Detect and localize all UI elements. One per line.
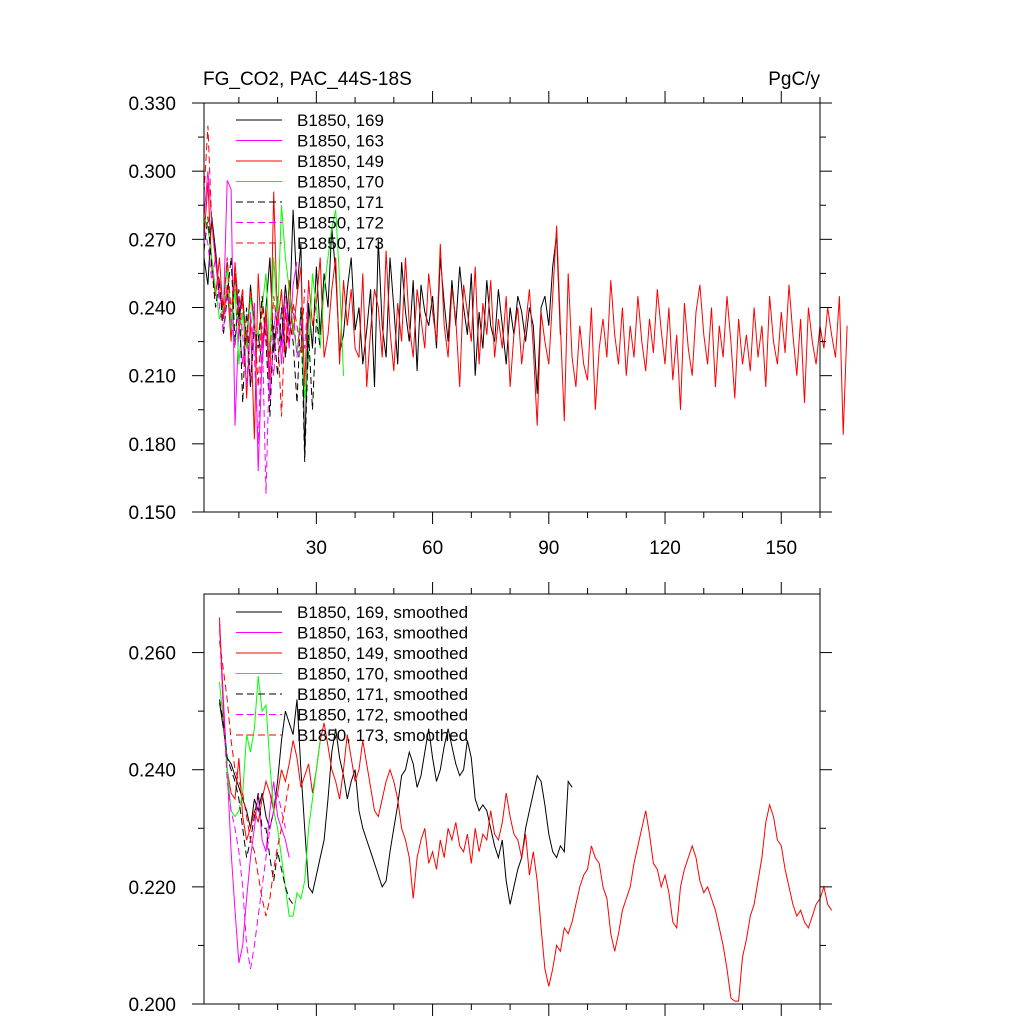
- bottom-ytick-label-3: 0.240: [128, 761, 176, 782]
- top-xtick-label-1: 30: [306, 538, 327, 559]
- bottom-legend-label-1: B1850, 169, smoothed: [297, 603, 468, 622]
- bottom-legend: B1850, 169, smoothed B1850, 163, smoothed…: [236, 603, 468, 745]
- top-panel: FG_CO2, PAC_44S-18S PgC/y B1850, 169B185…: [128, 69, 848, 559]
- top-xtick-label-3: 90: [538, 538, 559, 559]
- top-series-line-4: [203, 205, 344, 399]
- bottom-ytick-label-2: 0.220: [128, 878, 176, 899]
- top-series-line-5: [203, 216, 321, 463]
- bottom-legend-label-3: B1850, 149, smoothed: [297, 644, 468, 663]
- top-legend-label-1: B1850, 169: [297, 111, 384, 130]
- top-legend-label-6: B1850, 172: [297, 214, 384, 233]
- top-series-lines: [203, 125, 848, 494]
- top-panel-units: PgC/y: [768, 69, 820, 90]
- top-ytick-label-3: 0.210: [128, 367, 176, 388]
- bottom-legend-label-7: B1850, 173, smoothed: [297, 726, 468, 745]
- top-legend-label-3: B1850, 149: [297, 152, 384, 171]
- bottom-plot-frame: [203, 593, 821, 1005]
- top-ytick-label-6: 0.300: [128, 162, 176, 183]
- top-ytick-label-2: 0.180: [128, 435, 176, 456]
- bottom-series-line-2: [219, 623, 290, 964]
- top-series-line-7: [203, 125, 306, 417]
- bottom-series-line-1: [219, 699, 573, 905]
- top-plot-frame: [203, 102, 821, 513]
- bottom-series-line-4: [219, 675, 321, 917]
- bottom-legend-label-2: B1850, 163, smoothed: [297, 624, 468, 643]
- top-ytick-label-7: 0.330: [128, 94, 176, 115]
- bottom-series-line-6: [219, 629, 286, 969]
- bottom-panel: B1850, 169, smoothed B1850, 163, smoothed…: [128, 582, 833, 1016]
- bottom-ytick-label-4: 0.260: [128, 644, 176, 665]
- top-legend-label-2: B1850, 163: [297, 132, 384, 151]
- bottom-legend-label-6: B1850, 172, smoothed: [297, 706, 468, 725]
- top-ytick-label-5: 0.270: [128, 230, 176, 251]
- bottom-axes: 0.200 0.220 0.240 0.260: [128, 582, 832, 1016]
- bottom-series-line-3: [219, 617, 833, 1002]
- top-ytick-label-1: 0.150: [128, 503, 176, 524]
- top-xtick-label-5: 150: [765, 538, 797, 559]
- bottom-legend-label-5: B1850, 171, smoothed: [297, 685, 468, 704]
- bottom-legend-label-4: B1850, 170, smoothed: [297, 665, 468, 684]
- top-ytick-label-4: 0.240: [128, 299, 176, 320]
- top-xtick-label-2: 60: [422, 538, 443, 559]
- top-legend-label-7: B1850, 173: [297, 234, 384, 253]
- bottom-series-lines: [219, 617, 833, 1002]
- bottom-ytick-label-1: 0.200: [128, 995, 176, 1016]
- top-legend-label-5: B1850, 171: [297, 193, 384, 212]
- bottom-series-line-5: [219, 699, 294, 905]
- bottom-series-line-7: [219, 640, 290, 917]
- top-xtick-label-4: 120: [649, 538, 681, 559]
- top-legend-label-4: B1850, 170: [297, 173, 384, 192]
- top-axes: 30 60 90 120 150 0.150 0.180 0.210 0.240 0.270 0.3…: [128, 91, 832, 559]
- top-panel-title: FG_CO2, PAC_44S-18S: [203, 69, 412, 90]
